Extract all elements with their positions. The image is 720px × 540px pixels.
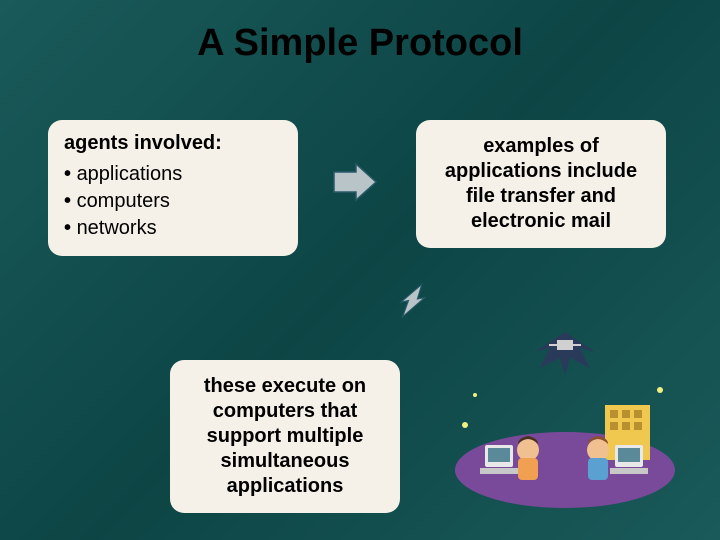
slide-title: A Simple Protocol <box>0 0 720 65</box>
network-illustration <box>450 330 680 510</box>
list-item: applications <box>64 163 282 186</box>
agents-list: applications computers networks <box>64 163 282 240</box>
agents-box: agents involved: applications computers … <box>48 120 298 256</box>
agents-heading: agents involved: <box>64 132 282 155</box>
arrow-down-icon <box>385 280 435 324</box>
list-item: networks <box>64 217 282 240</box>
list-item: computers <box>64 190 282 213</box>
execute-box: these execute on computers that support … <box>170 360 400 513</box>
examples-box: examples of applications include file tr… <box>416 120 666 248</box>
arrow-right-icon <box>330 160 380 204</box>
